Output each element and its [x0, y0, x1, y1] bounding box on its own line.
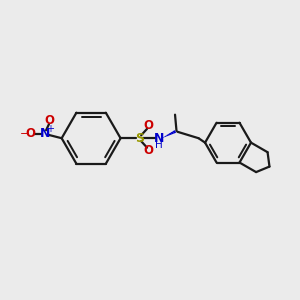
Text: S: S [135, 132, 144, 145]
Text: N: N [154, 132, 164, 145]
Text: O: O [44, 114, 54, 127]
Text: +: + [46, 124, 54, 134]
Text: O: O [143, 144, 154, 157]
Text: O: O [25, 127, 35, 140]
Text: O: O [143, 119, 154, 132]
Text: −: − [20, 128, 29, 139]
Text: H: H [155, 140, 163, 150]
Text: N: N [40, 127, 51, 140]
